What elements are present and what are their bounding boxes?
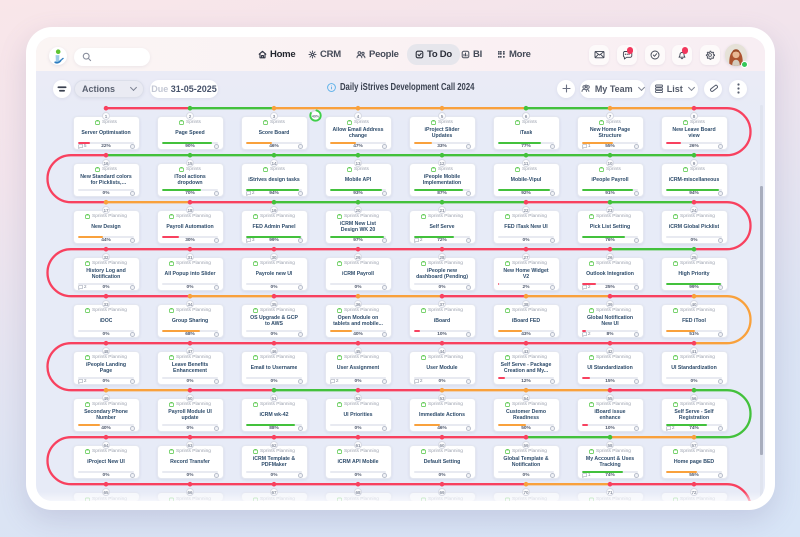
svg-text:49%: 49% — [312, 115, 320, 119]
